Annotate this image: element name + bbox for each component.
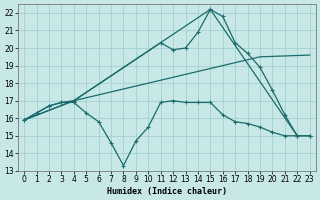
X-axis label: Humidex (Indice chaleur): Humidex (Indice chaleur) bbox=[107, 187, 227, 196]
